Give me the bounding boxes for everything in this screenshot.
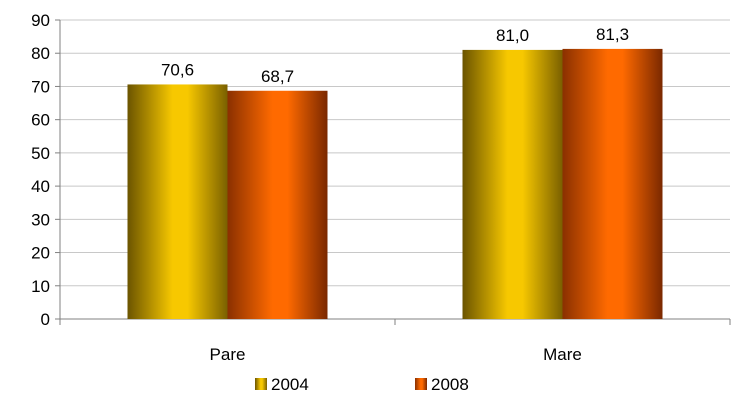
legend-label-2008: 2008: [431, 375, 469, 394]
legend: 2004 2008: [255, 375, 469, 394]
y-tick-label: 70: [31, 77, 50, 96]
y-tick-label: 30: [31, 210, 50, 229]
axes: 0 10 20 30 40 50 60 70 80 90: [31, 11, 731, 329]
y-tick-label: 10: [31, 277, 50, 296]
data-label: 81,0: [496, 26, 529, 45]
y-tick-label: 20: [31, 244, 50, 263]
bar-2008-mare: [562, 48, 663, 320]
bar-2004-pare: [127, 84, 228, 319]
data-label: 81,3: [596, 25, 629, 44]
bar-2008-pare: [227, 90, 328, 319]
legend-swatch-2008: [415, 378, 427, 390]
legend-label-2004: 2004: [271, 375, 309, 394]
y-tick-label: 0: [41, 310, 50, 329]
data-label: 68,7: [261, 67, 294, 86]
y-tick-label: 40: [31, 177, 50, 196]
bar-2004-mare: [462, 49, 563, 320]
data-label: 70,6: [161, 60, 194, 79]
labels: 70,6 68,7 Pare 81,0 81,3 Mare: [161, 25, 629, 364]
category-label-pare: Pare: [210, 345, 246, 364]
y-tick-label: 60: [31, 111, 50, 130]
legend-swatch-2004: [255, 378, 267, 390]
y-tick-label: 90: [31, 11, 50, 30]
y-tick-label: 80: [31, 44, 50, 63]
category-label-mare: Mare: [543, 345, 582, 364]
bars: [127, 48, 663, 320]
y-tick-label: 50: [31, 144, 50, 163]
